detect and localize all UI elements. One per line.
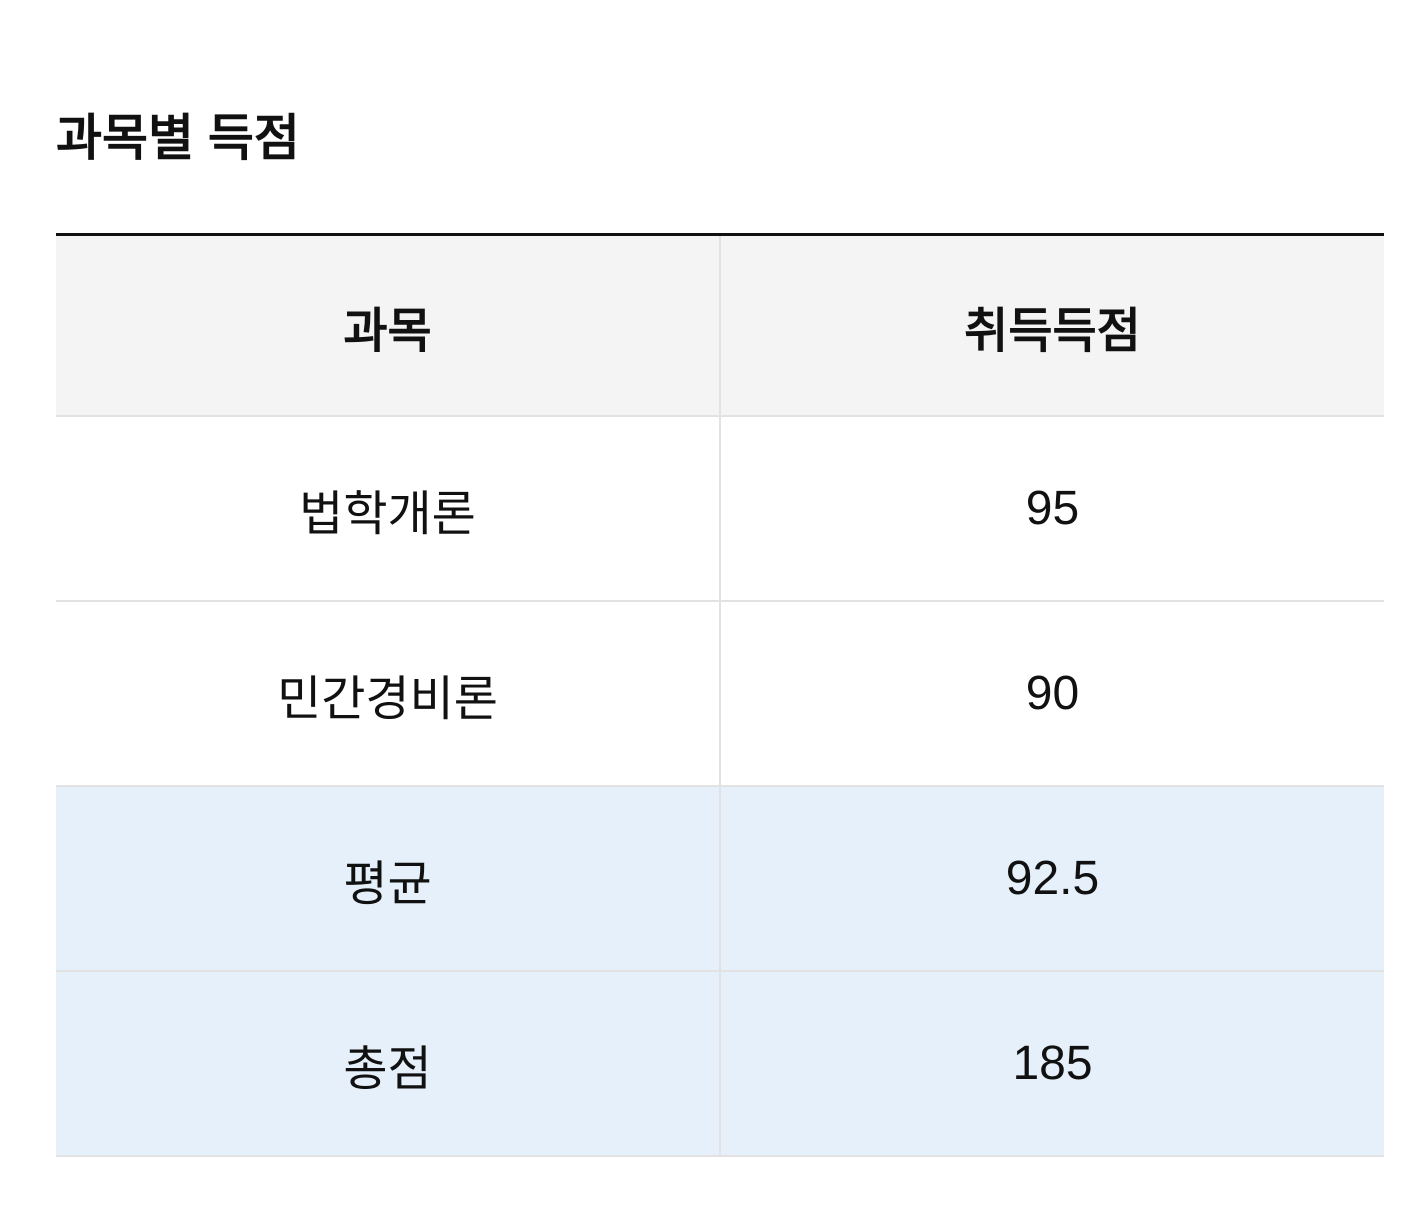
table-row: 민간경비론 90 xyxy=(56,601,1384,787)
table-row: 법학개론 95 xyxy=(56,416,1384,602)
subject-cell: 민간경비론 xyxy=(56,601,721,787)
subject-cell: 법학개론 xyxy=(56,416,721,602)
header-subject: 과목 xyxy=(56,234,721,417)
average-value: 92.5 xyxy=(720,786,1384,972)
total-value: 185 xyxy=(720,971,1384,1157)
score-cell: 90 xyxy=(720,601,1384,787)
header-score: 취득득점 xyxy=(720,234,1384,417)
score-cell: 95 xyxy=(720,416,1384,602)
total-row: 총점 185 xyxy=(56,971,1384,1157)
average-label: 평균 xyxy=(56,786,721,972)
total-label: 총점 xyxy=(56,971,721,1157)
average-row: 평균 92.5 xyxy=(56,786,1384,972)
score-table: 과목 취득득점 법학개론 95 민간경비론 90 평균 92.5 총점 185 xyxy=(56,233,1384,1157)
table-header-row: 과목 취득득점 xyxy=(56,234,1384,417)
section-title: 과목별 득점 xyxy=(56,110,300,166)
